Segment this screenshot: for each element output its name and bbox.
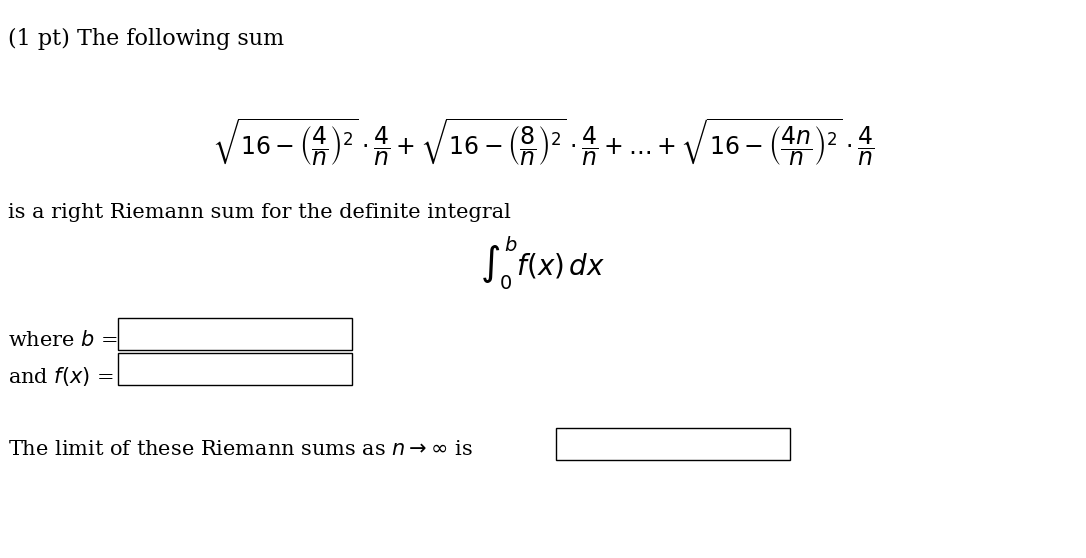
Text: $\sqrt{16-\left(\dfrac{4}{n}\right)^{2}}\cdot\dfrac{4}{n}+\sqrt{16-\left(\dfrac{: $\sqrt{16-\left(\dfrac{4}{n}\right)^{2}}… xyxy=(212,117,874,169)
FancyBboxPatch shape xyxy=(556,428,790,460)
FancyBboxPatch shape xyxy=(118,318,352,350)
Text: The limit of these Riemann sums as $n \rightarrow \infty$ is: The limit of these Riemann sums as $n \r… xyxy=(8,440,472,459)
Text: (1 pt) The following sum: (1 pt) The following sum xyxy=(8,28,285,50)
Text: $\int_0^b f(x)\,dx$: $\int_0^b f(x)\,dx$ xyxy=(480,234,606,292)
Text: is a right Riemann sum for the definite integral: is a right Riemann sum for the definite … xyxy=(8,203,510,222)
FancyBboxPatch shape xyxy=(118,353,352,385)
Text: where $b$ =: where $b$ = xyxy=(8,330,118,350)
Text: and $f(x)$ =: and $f(x)$ = xyxy=(8,365,114,388)
